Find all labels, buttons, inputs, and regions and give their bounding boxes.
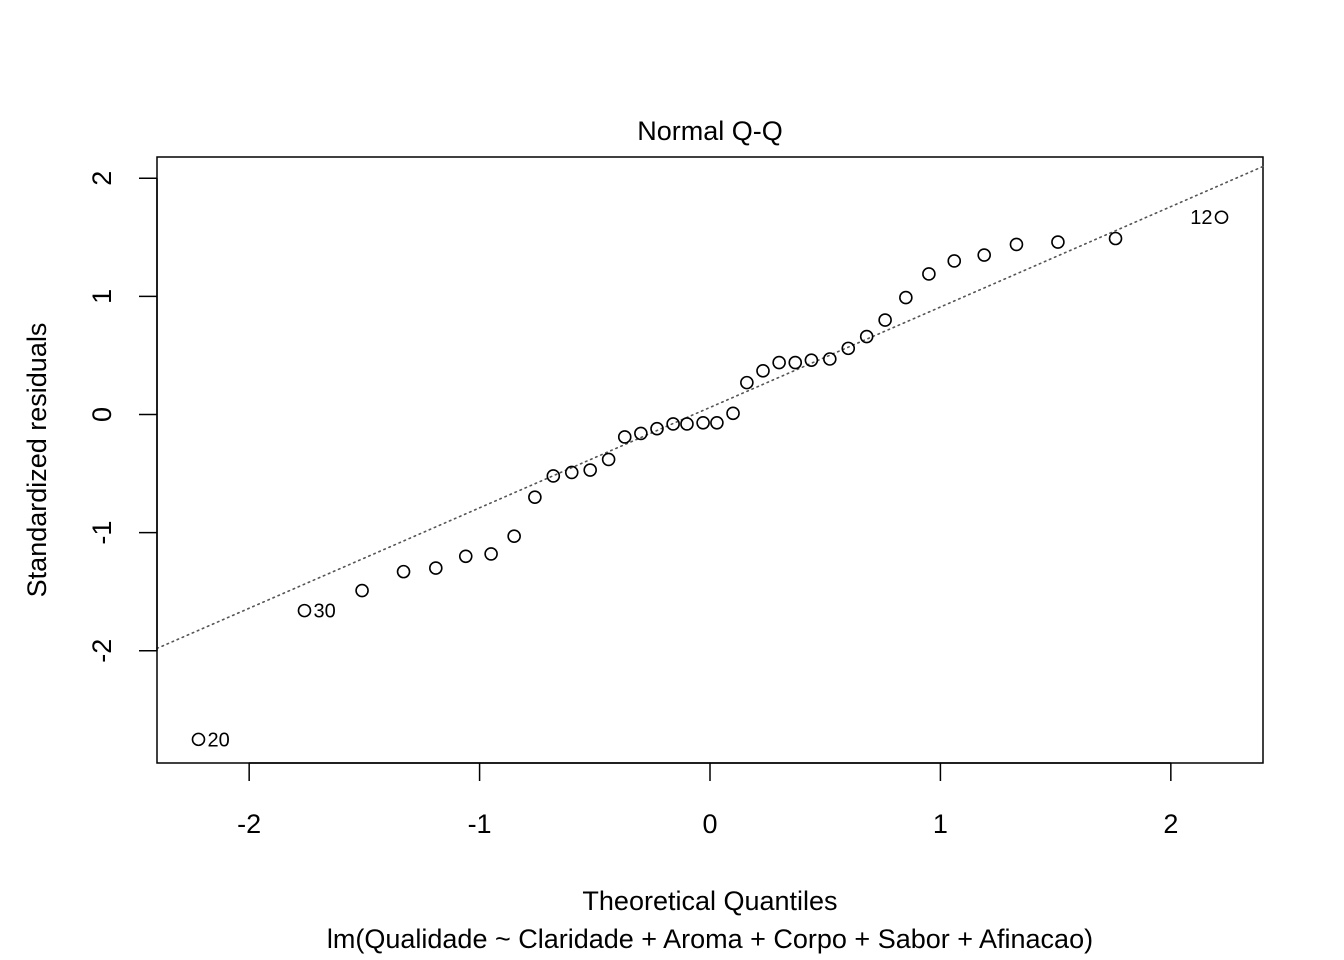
y-tick-label: 2 xyxy=(87,171,117,186)
data-point xyxy=(710,415,724,430)
reference-line-layer xyxy=(156,165,1264,650)
data-point xyxy=(680,417,694,431)
data-point xyxy=(355,583,369,598)
data-point xyxy=(396,564,411,579)
data-point xyxy=(1009,237,1024,252)
data-point xyxy=(666,417,680,431)
x-tick-label: 2 xyxy=(1163,809,1178,839)
data-point xyxy=(507,529,521,543)
x-tick-label: -2 xyxy=(237,809,261,839)
data-point xyxy=(484,547,498,561)
chart-title: Normal Q-Q xyxy=(637,116,783,146)
data-point xyxy=(650,421,664,436)
point-label: 12 xyxy=(1190,207,1212,229)
data-point xyxy=(922,267,936,281)
y-tick-label: 0 xyxy=(87,407,117,422)
data-point xyxy=(859,329,874,344)
y-axis-label: Standardized residuals xyxy=(22,323,52,598)
y-tick-label: -2 xyxy=(87,639,117,663)
x-tick-label: 0 xyxy=(702,809,717,839)
point-label: 20 xyxy=(207,729,229,751)
y-axis: -2 -1 0 1 2 xyxy=(87,171,158,663)
y-tick-label: -1 xyxy=(87,521,117,545)
data-point xyxy=(191,732,206,747)
data-point xyxy=(947,254,962,268)
data-point xyxy=(1051,235,1065,249)
plot-frame xyxy=(156,156,1264,764)
data-point xyxy=(823,352,837,366)
data-point xyxy=(564,465,579,480)
data-point xyxy=(583,463,597,477)
x-axis-label: Theoretical Quantiles xyxy=(582,886,837,916)
data-point xyxy=(1108,231,1123,246)
data-point xyxy=(977,248,991,262)
data-point xyxy=(458,549,473,564)
data-point xyxy=(726,406,740,421)
x-axis: -2 -1 0 1 2 xyxy=(237,762,1178,839)
data-point xyxy=(696,415,710,430)
data-point xyxy=(878,313,892,327)
point-label: 30 xyxy=(313,601,335,623)
data-point xyxy=(841,341,856,356)
y-tick-label: 1 xyxy=(87,289,117,304)
data-point xyxy=(617,430,632,444)
data-point xyxy=(429,561,443,575)
data-point xyxy=(740,375,754,390)
points-layer: 20 30 12 xyxy=(191,207,1229,751)
data-point xyxy=(772,355,786,370)
data-point xyxy=(804,353,819,367)
data-point xyxy=(601,452,616,467)
data-point xyxy=(788,355,803,370)
reference-line xyxy=(156,165,1264,650)
chart-subtitle: lm(Qualidade ~ Claridade + Aroma + Corpo… xyxy=(327,924,1093,954)
data-point xyxy=(297,603,312,618)
x-tick-label: -1 xyxy=(468,809,492,839)
data-point xyxy=(528,490,542,505)
x-tick-label: 1 xyxy=(933,809,948,839)
data-point xyxy=(1214,210,1229,225)
data-point xyxy=(546,469,561,483)
data-point xyxy=(899,290,913,305)
data-point xyxy=(634,426,648,441)
data-point xyxy=(756,364,770,378)
